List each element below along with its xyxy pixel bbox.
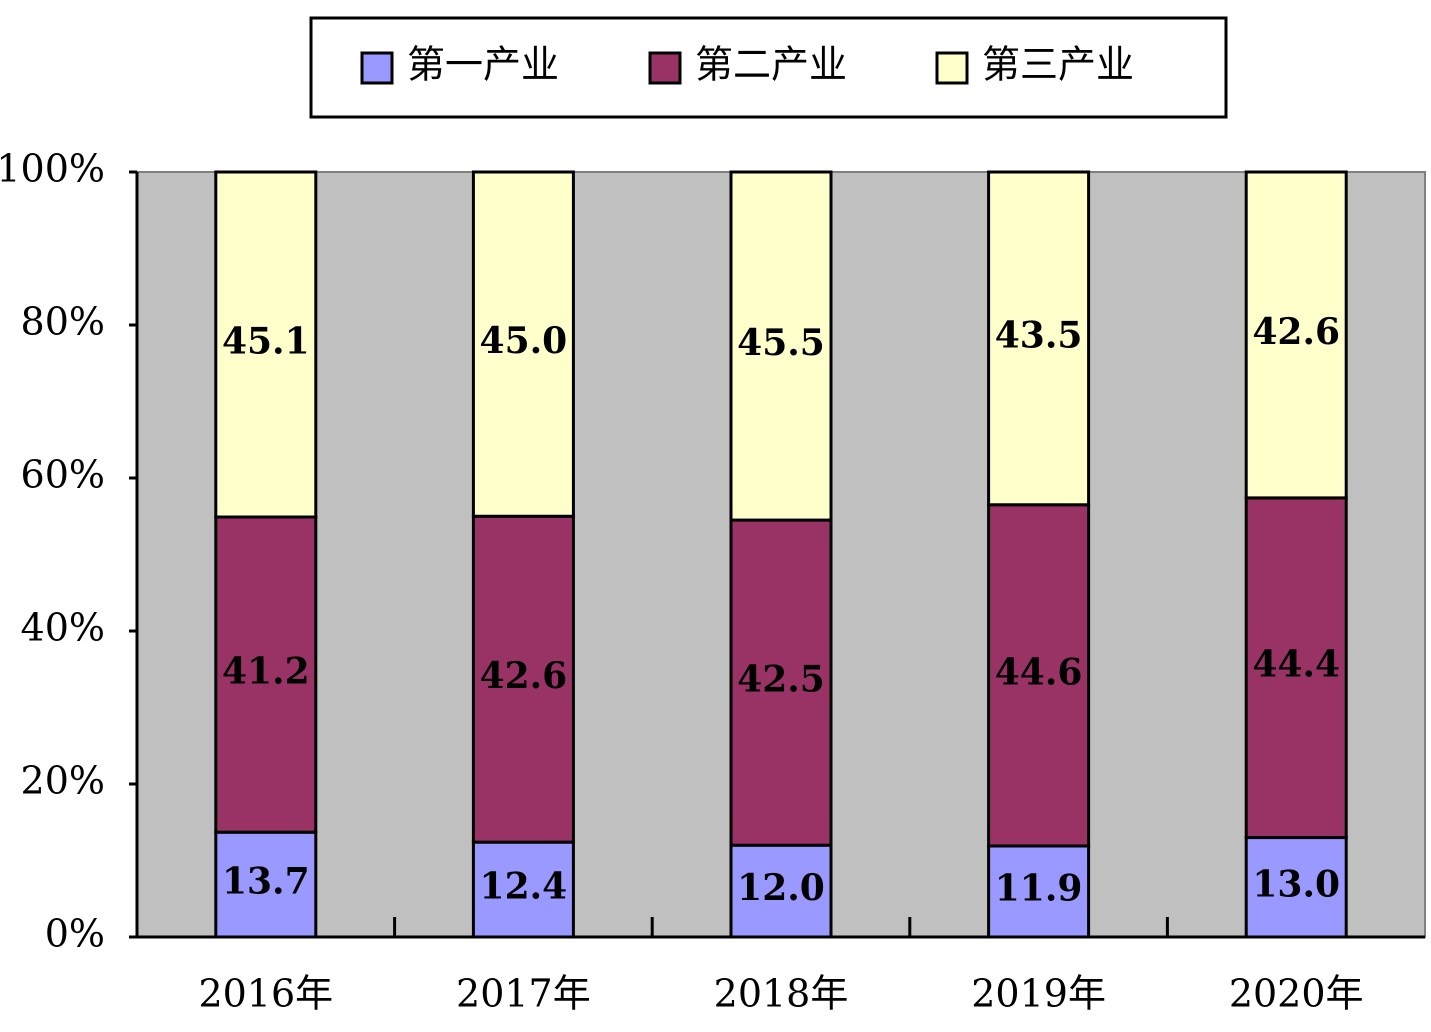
data-label: 42.6: [1252, 311, 1340, 353]
x-tick-label: 2019年: [971, 972, 1106, 1016]
data-label: 11.9: [995, 867, 1083, 909]
data-label: 44.4: [1252, 644, 1340, 686]
data-label: 42.6: [480, 655, 568, 697]
data-label: 12.0: [737, 867, 825, 909]
x-tick-label: 2020年: [1229, 972, 1364, 1016]
bar-segment: [987, 844, 1091, 939]
legend-box: [309, 16, 1228, 119]
bar-segment: [471, 840, 575, 939]
data-label: 12.4: [480, 866, 568, 908]
x-tick-label: 2016年: [198, 972, 333, 1016]
data-label: 45.5: [737, 322, 825, 364]
legend-label: 第二产业: [695, 43, 847, 87]
bar-segment: [729, 518, 833, 847]
y-tick-label: 0%: [45, 912, 105, 956]
data-label: 42.5: [737, 659, 825, 701]
bar-segment: [214, 170, 318, 519]
x-tick-label: 2017年: [456, 972, 591, 1016]
bar-segment: [729, 170, 833, 522]
data-label: 44.6: [995, 651, 1083, 693]
y-tick-label: 80%: [21, 300, 105, 344]
y-tick-label: 40%: [21, 606, 105, 650]
bar-segment: [1244, 496, 1348, 840]
legend-label: 第一产业: [407, 43, 559, 87]
bar-segment: [1244, 836, 1348, 939]
y-tick-label: 100%: [0, 147, 105, 191]
data-label: 41.2: [222, 651, 310, 693]
bar-segment: [987, 170, 1091, 507]
y-tick-label: 20%: [21, 759, 105, 803]
bar-segment: [471, 514, 575, 844]
x-tick-label: 2018年: [714, 972, 849, 1016]
legend-swatch: [360, 51, 394, 85]
data-label: 43.5: [995, 314, 1083, 356]
data-label: 45.0: [480, 320, 568, 362]
data-label: 45.1: [222, 321, 310, 363]
bar-segment: [471, 170, 575, 518]
bar-segment: [1244, 170, 1348, 500]
legend-swatch: [648, 51, 682, 85]
legend-label: 第三产业: [982, 43, 1134, 87]
bar-segment: [987, 503, 1091, 848]
data-label: 13.0: [1252, 863, 1340, 905]
legend-swatch: [935, 51, 969, 85]
y-tick-label: 60%: [21, 453, 105, 497]
data-label: 13.7: [222, 861, 310, 903]
